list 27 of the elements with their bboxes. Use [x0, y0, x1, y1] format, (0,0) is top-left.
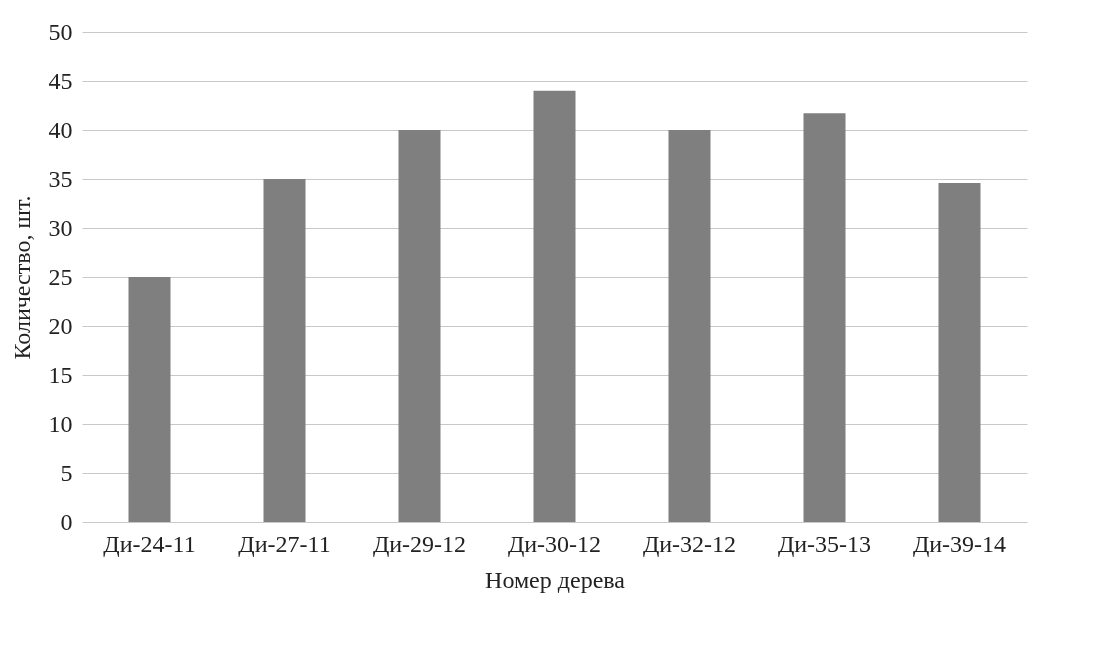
- x-tick-label: Ди-29-12: [372, 530, 467, 557]
- y-tick-label: 40: [48, 116, 73, 143]
- bar: [803, 113, 846, 522]
- y-tick-label: 15: [48, 361, 73, 388]
- y-tick-label: 0: [60, 508, 73, 535]
- y-tick-label: 25: [48, 263, 73, 290]
- y-tick-label: 10: [48, 410, 73, 437]
- y-axis-title: Количество, шт.: [8, 195, 35, 360]
- x-tick-label: Ди-27-11: [238, 530, 331, 557]
- x-tick-label: Ди-35-13: [777, 530, 872, 557]
- y-tick-label: 5: [60, 459, 73, 486]
- y-tick-label: 20: [48, 312, 73, 339]
- bar: [938, 182, 981, 522]
- bar: [128, 277, 171, 522]
- y-tick-label: 45: [48, 67, 73, 94]
- x-axis-title: Номер дерева: [485, 566, 626, 593]
- x-tick-label: Ди-30-12: [507, 530, 602, 557]
- bar: [263, 179, 306, 522]
- bar: [398, 130, 441, 522]
- x-tick-label: Ди-39-14: [912, 530, 1007, 557]
- y-tick-label: 50: [48, 18, 73, 45]
- bar: [668, 130, 711, 522]
- x-tick-label: Ди-24-11: [103, 530, 196, 557]
- x-tick-label: Ди-32-12: [642, 530, 737, 557]
- bar: [533, 90, 576, 522]
- y-tick-label: 30: [48, 214, 73, 241]
- y-tick-label: 35: [48, 165, 73, 192]
